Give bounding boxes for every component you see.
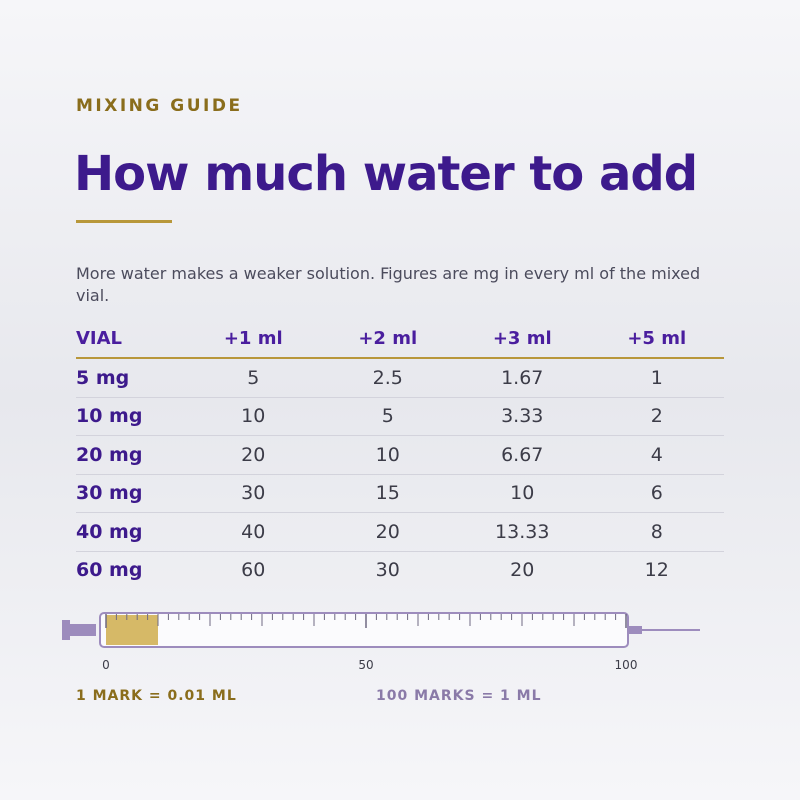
tick-label: 50	[358, 658, 373, 672]
footer-left: 1 MARK = 0.01 ML	[76, 688, 237, 704]
table-row: 40 mg 40 20 13.33 8	[76, 513, 724, 552]
cell: 1.67	[501, 366, 544, 389]
title-rule	[76, 220, 172, 223]
column-header: +3 ml	[492, 328, 552, 349]
cell: 12	[644, 559, 669, 582]
eyebrow: MIXING GUIDE	[76, 96, 243, 116]
row-label: 40 mg	[76, 520, 143, 543]
cell: 60	[241, 559, 266, 582]
cell: 5	[381, 405, 394, 428]
tick-label: 100	[615, 658, 638, 672]
footer-right: 100 MARKS = 1 ML	[376, 688, 542, 704]
cell: 5	[247, 366, 260, 389]
table-row: 20 mg 20 10 6.67 4	[76, 436, 724, 475]
syringe: 0 50 100	[62, 612, 700, 672]
table-row: 30 mg 30 15 10 6	[76, 475, 724, 513]
row-label: 60 mg	[76, 559, 143, 582]
cell: 4	[650, 443, 663, 466]
cell: 13.33	[495, 520, 550, 543]
table-row: 60 mg 60 30 20 12	[76, 552, 724, 590]
table-row: 10 mg 10 5 3.33 2	[76, 398, 724, 436]
cell: 40	[241, 520, 266, 543]
column-header: +2 ml	[358, 328, 418, 349]
needle-hub	[628, 626, 642, 634]
scale: 0 50 100	[102, 614, 637, 672]
cell: 10	[375, 443, 400, 466]
table: VIAL +1 ml +2 ml +3 ml +5 ml 5 mg 5 2.5 1.67 1 10 …	[76, 320, 724, 589]
cell: 2.5	[372, 366, 403, 389]
cell: 3.33	[501, 405, 544, 428]
fill-level	[106, 615, 158, 645]
plunger-cap	[62, 620, 70, 640]
cell: 20	[241, 443, 266, 466]
cell: 10	[510, 482, 535, 505]
cell: 20	[375, 520, 400, 543]
column-header: +5 ml	[627, 328, 687, 349]
row-label: 10 mg	[76, 405, 143, 428]
cell: 10	[241, 405, 266, 428]
cell: 1	[650, 366, 663, 389]
column-header: +1 ml	[223, 328, 283, 349]
cell: 6.67	[501, 443, 544, 466]
cell: 6	[650, 482, 663, 505]
plunger	[70, 624, 96, 636]
table-row: 5 mg 5 2.5 1.67 1	[76, 359, 724, 398]
row-label: 30 mg	[76, 482, 143, 505]
row-label: 20 mg	[76, 443, 143, 466]
column-header: VIAL	[76, 328, 123, 349]
cell: 15	[375, 482, 400, 505]
subtitle: More water makes a weaker solution. Figu…	[76, 264, 701, 305]
cell: 20	[510, 559, 535, 582]
cell: 8	[650, 520, 663, 543]
tick-label: 0	[102, 658, 110, 672]
cell: 2	[650, 405, 663, 428]
row-label: 5 mg	[76, 366, 130, 389]
cell: 30	[375, 559, 400, 582]
cell: 30	[241, 482, 266, 505]
header-row: VIAL +1 ml +2 ml +3 ml +5 ml	[76, 320, 724, 359]
title: How much water to add	[74, 146, 698, 202]
